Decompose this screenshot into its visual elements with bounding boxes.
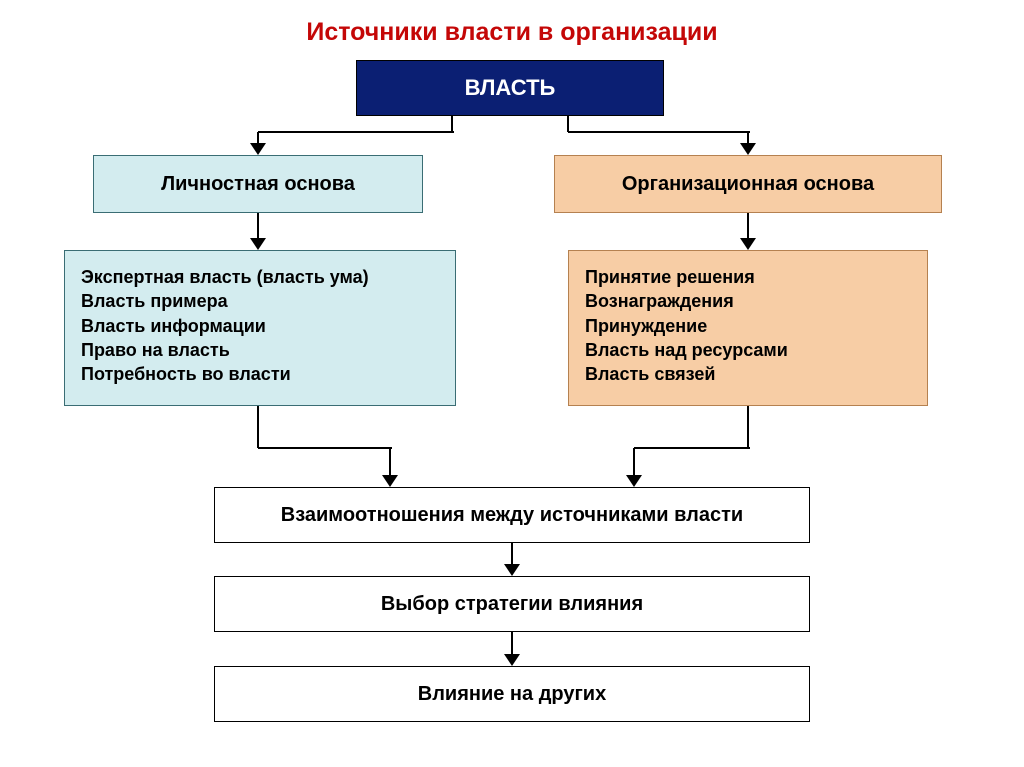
arrow-segment bbox=[258, 447, 392, 449]
branch-right-header-label: Организационная основа bbox=[622, 173, 874, 196]
arrow-head-icon bbox=[382, 475, 398, 487]
arrow-head-icon bbox=[250, 238, 266, 250]
arrow-segment bbox=[511, 632, 513, 654]
arrow-segment bbox=[511, 543, 513, 564]
arrow-segment bbox=[258, 131, 454, 133]
arrow-head-icon bbox=[740, 143, 756, 155]
arrow-segment bbox=[633, 448, 635, 475]
branch-right-header: Организационная основа bbox=[554, 155, 942, 213]
step-2: Выбор стратегии влияния bbox=[214, 576, 810, 632]
branch-left-header-label: Личностная основа bbox=[161, 173, 355, 196]
branch-left-items: Экспертная власть (власть ума)Власть при… bbox=[64, 250, 456, 406]
list-item: Принуждение bbox=[585, 314, 911, 338]
arrow-segment bbox=[747, 213, 749, 238]
arrow-segment bbox=[257, 406, 259, 448]
branch-right-items: Принятие решенияВознагражденияПринуждени… bbox=[568, 250, 928, 406]
step-3: Влияние на других bbox=[214, 666, 810, 722]
root-node: ВЛАСТЬ bbox=[356, 60, 664, 116]
arrow-segment bbox=[634, 447, 750, 449]
arrow-segment bbox=[257, 213, 259, 238]
root-label: ВЛАСТЬ bbox=[465, 75, 556, 101]
arrow-head-icon bbox=[626, 475, 642, 487]
arrow-head-icon bbox=[504, 654, 520, 666]
arrow-head-icon bbox=[740, 238, 756, 250]
list-item: Право на власть bbox=[81, 338, 439, 362]
list-item: Экспертная власть (власть ума) bbox=[81, 265, 439, 289]
list-item: Потребность во власти bbox=[81, 362, 439, 386]
arrow-segment bbox=[451, 116, 453, 132]
list-item: Власть примера bbox=[81, 289, 439, 313]
list-item: Принятие решения bbox=[585, 265, 911, 289]
diagram-title: Источники власти в организации bbox=[0, 18, 1024, 47]
list-item: Власть над ресурсами bbox=[585, 338, 911, 362]
list-item: Власть связей bbox=[585, 362, 911, 386]
step-1: Взаимоотношения между источниками власти bbox=[214, 487, 810, 543]
arrow-segment bbox=[567, 116, 569, 132]
step-2-label: Выбор стратегии влияния bbox=[381, 593, 643, 616]
arrow-segment bbox=[747, 406, 749, 448]
step-3-label: Влияние на других bbox=[418, 683, 606, 706]
arrow-segment bbox=[389, 448, 391, 475]
step-1-label: Взаимоотношения между источниками власти bbox=[281, 504, 743, 527]
list-item: Власть информации bbox=[81, 314, 439, 338]
list-item: Вознаграждения bbox=[585, 289, 911, 313]
arrow-head-icon bbox=[504, 564, 520, 576]
arrow-segment bbox=[257, 132, 259, 143]
branch-left-header: Личностная основа bbox=[93, 155, 423, 213]
title-text: Источники власти в организации bbox=[306, 18, 717, 46]
arrow-head-icon bbox=[250, 143, 266, 155]
arrow-segment bbox=[568, 131, 750, 133]
arrow-segment bbox=[747, 132, 749, 143]
